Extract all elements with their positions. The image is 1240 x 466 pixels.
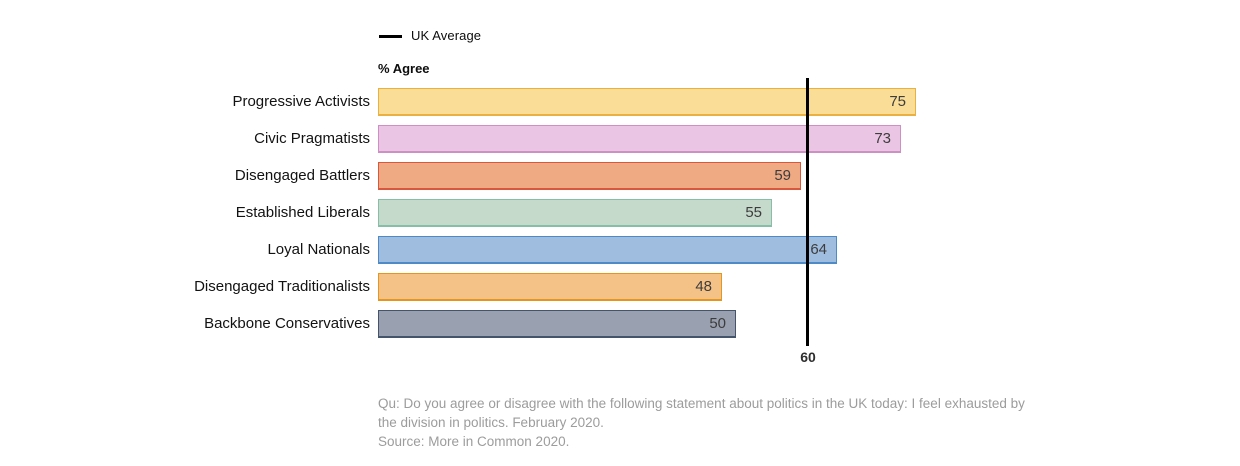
category-label: Loyal Nationals — [267, 241, 370, 258]
footnote: Qu: Do you agree or disagree with the fo… — [378, 394, 1026, 451]
table-row: Progressive Activists 75 — [0, 88, 1240, 116]
bar-established-liberals: 55 — [378, 199, 772, 227]
category-label: Disengaged Traditionalists — [194, 278, 370, 295]
bar-disengaged-battlers: 59 — [378, 162, 801, 190]
table-row: Established Liberals 55 — [0, 199, 1240, 227]
bar-progressive-activists: 75 — [378, 88, 916, 116]
bar-value-label: 64 — [810, 241, 827, 258]
category-label: Civic Pragmatists — [254, 130, 370, 147]
uk-average-legend-label: UK Average — [411, 28, 482, 43]
bar-value-label: 59 — [774, 167, 791, 184]
bar-disengaged-traditionalists: 48 — [378, 273, 722, 301]
bar-value-label: 73 — [874, 130, 891, 147]
bar-civic-pragmatists: 73 — [378, 125, 901, 153]
bar-value-label: 50 — [709, 315, 726, 332]
bar-value-label: 48 — [695, 278, 712, 295]
table-row: Backbone Conservatives 50 — [0, 310, 1240, 338]
category-label: Disengaged Battlers — [234, 167, 370, 184]
footnote-question: Qu: Do you agree or disagree with the fo… — [378, 396, 1025, 430]
uk-average-reference-line — [806, 78, 809, 346]
uk-average-value-label: 60 — [800, 349, 816, 365]
category-label: Progressive Activists — [232, 93, 370, 110]
category-label: Backbone Conservatives — [204, 315, 370, 332]
table-row: Disengaged Traditionalists 48 — [0, 273, 1240, 301]
bar-backbone-conservatives: 50 — [378, 310, 736, 338]
table-row: Civic Pragmatists 73 — [0, 125, 1240, 153]
table-row: Loyal Nationals 64 — [0, 236, 1240, 264]
bar-loyal-nationals: 64 — [378, 236, 837, 264]
percent-agree-axis-label: % Agree — [378, 61, 430, 76]
bar-value-label: 75 — [889, 93, 906, 110]
category-label: Established Liberals — [235, 204, 370, 221]
table-row: Disengaged Battlers 59 — [0, 162, 1240, 190]
footnote-source: Source: More in Common 2020. — [378, 434, 570, 449]
bar-value-label: 55 — [745, 204, 762, 221]
uk-average-legend-line-icon — [379, 35, 402, 38]
